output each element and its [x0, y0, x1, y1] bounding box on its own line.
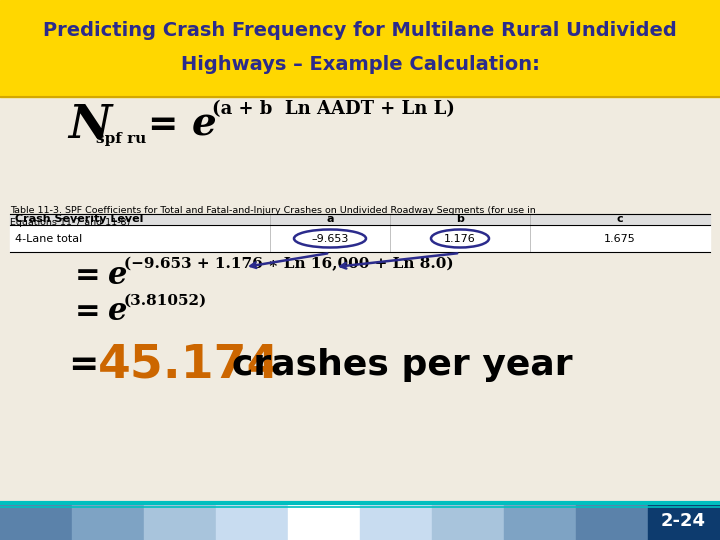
Text: Predicting Crash Frequency for Multilane Rural Undivided: Predicting Crash Frequency for Multilane… — [43, 21, 677, 39]
Text: spf ru: spf ru — [96, 132, 146, 146]
Text: =: = — [147, 108, 177, 142]
Bar — [504, 503, 576, 540]
Text: e: e — [192, 106, 217, 144]
Bar — [0, 0, 720, 97]
Text: 45.174: 45.174 — [98, 342, 280, 388]
Text: e: e — [108, 296, 127, 327]
Bar — [10, 214, 710, 225]
Bar — [144, 503, 216, 540]
Text: Highways – Example Calculation:: Highways – Example Calculation: — [181, 56, 539, 75]
Text: (a + b  Ln AADT + Ln L): (a + b Ln AADT + Ln L) — [212, 100, 455, 118]
Text: =: = — [68, 348, 99, 382]
Bar — [216, 503, 288, 540]
Bar — [0, 503, 72, 540]
Text: –9.653: –9.653 — [311, 233, 348, 244]
Bar — [0, 97, 720, 498]
Text: b: b — [456, 214, 464, 225]
Text: Table 11-3. SPF Coefficients for Total and Fatal-and-Injury Crashes on Undivided: Table 11-3. SPF Coefficients for Total a… — [10, 206, 536, 227]
Text: 4-Lane total: 4-Lane total — [15, 233, 82, 244]
Text: a: a — [326, 214, 334, 225]
Text: 1.675: 1.675 — [604, 233, 636, 244]
Bar — [432, 503, 504, 540]
Bar — [576, 503, 648, 540]
Text: N: N — [68, 102, 112, 148]
Bar — [648, 503, 720, 540]
Bar — [360, 503, 432, 540]
Bar — [288, 503, 360, 540]
Text: =: = — [75, 260, 101, 289]
Text: crashes per year: crashes per year — [232, 348, 572, 382]
Text: 2-24: 2-24 — [661, 512, 706, 530]
Bar — [10, 225, 710, 252]
Text: c: c — [617, 214, 624, 225]
Text: (3.81052): (3.81052) — [124, 294, 207, 308]
Text: e: e — [108, 260, 127, 291]
Text: (−9.653 + 1.176 ∗ Ln 16,000 + Ln 8.0): (−9.653 + 1.176 ∗ Ln 16,000 + Ln 8.0) — [124, 257, 454, 271]
Text: Crash Severity Level: Crash Severity Level — [15, 214, 143, 225]
Text: 1.176: 1.176 — [444, 233, 476, 244]
Text: =: = — [75, 298, 101, 327]
Bar — [72, 503, 144, 540]
